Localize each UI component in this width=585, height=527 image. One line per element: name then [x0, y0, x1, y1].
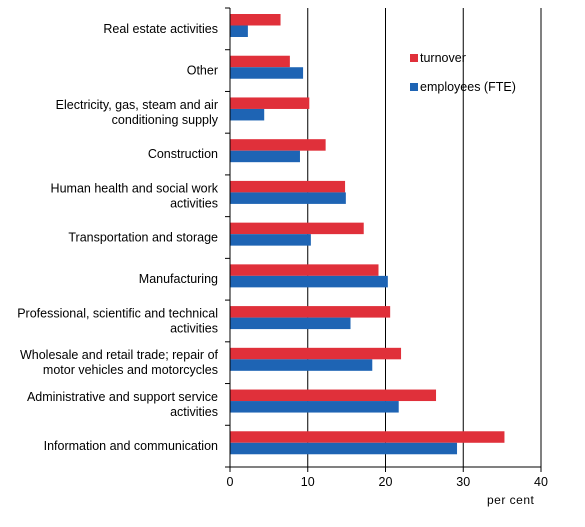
x-tick-label: 30	[456, 475, 470, 489]
bar-employees	[230, 401, 399, 413]
legend-swatch	[410, 54, 418, 62]
x-tick-label: 0	[227, 475, 234, 489]
bar-turnover	[230, 97, 310, 109]
bar-employees	[230, 67, 304, 79]
bar-employees	[230, 25, 248, 37]
bar-turnover	[230, 222, 364, 235]
bar-turnover	[230, 431, 505, 443]
bar-employees	[230, 108, 265, 121]
category-labels: Real estate activities Other Electricity, …	[17, 22, 219, 453]
bar-turnover	[230, 264, 379, 276]
legend-label: employees (FTE)	[420, 80, 516, 94]
bar-turnover	[230, 14, 281, 26]
bar-employees	[230, 150, 300, 163]
category-label: Other	[187, 64, 218, 78]
category-label: Transportation and storage	[68, 231, 218, 245]
bar-turnover	[230, 389, 437, 402]
category-label: Real estate activities	[103, 22, 218, 36]
x-tick-label: 40	[534, 475, 548, 489]
axes	[225, 7, 542, 472]
bar-employees	[230, 317, 351, 330]
bar-turnover	[230, 55, 290, 68]
bar-turnover	[230, 347, 402, 360]
bar-employees	[230, 234, 311, 246]
category-label: Manufacturing	[139, 272, 218, 286]
bar-turnover	[230, 180, 346, 193]
bar-turnover	[230, 306, 391, 318]
x-tick-labels: 0 10 20 30 40	[227, 475, 548, 489]
legend: turnover employees (FTE)	[410, 51, 516, 94]
bar-employees	[230, 442, 458, 455]
category-label: Wholesale and retail trade; repair of mot…	[20, 348, 219, 377]
category-label: Administrative and support service activi…	[27, 390, 218, 419]
bar-employees	[230, 192, 346, 204]
x-tick-label: 10	[301, 475, 315, 489]
legend-swatch	[410, 83, 418, 91]
category-label: Human health and social work activities	[51, 181, 219, 210]
x-tick-label: 20	[379, 475, 393, 489]
category-label: Electricity, gas, steam and air condition…	[56, 98, 219, 127]
legend-label: turnover	[420, 51, 466, 65]
category-label: Information and communication	[44, 439, 218, 453]
bar-turnover	[230, 139, 326, 151]
bars	[230, 14, 505, 455]
category-label: Construction	[148, 147, 218, 161]
bar-employees	[230, 275, 388, 288]
category-label: Professional, scientific and technical ac…	[17, 306, 218, 335]
x-axis-label: per cent	[487, 493, 535, 507]
bar-employees	[230, 359, 373, 371]
